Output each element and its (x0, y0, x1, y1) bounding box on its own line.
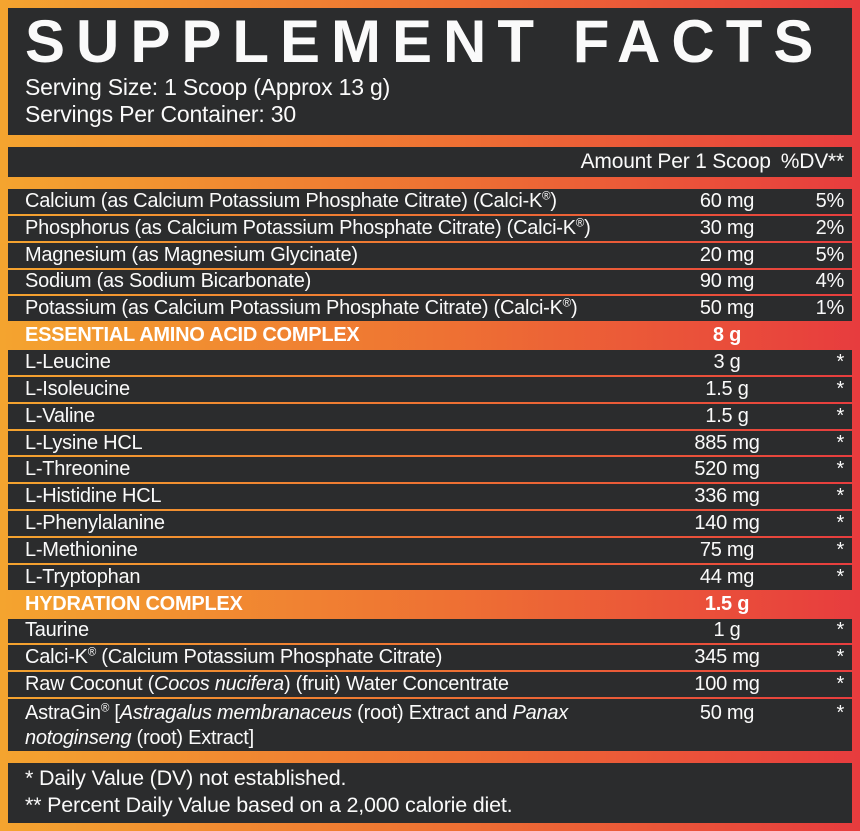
ingredient-dv: * (836, 619, 844, 642)
ingredient-dv: 4% (815, 270, 845, 293)
ingredient-dv: 5% (815, 243, 845, 266)
ingredient-name: L-Threonine (25, 458, 131, 481)
serving-size-text: Serving Size: 1 Scoop (Approx 13 g) (25, 74, 391, 100)
ingredient-amount: 75 mg (699, 538, 755, 561)
ingredient-row: Taurine 1 g * (8, 618, 852, 644)
ingredient-amount: 90 mg (699, 270, 755, 293)
ingredient-amount: 100 mg (694, 673, 760, 696)
ingredient-row: L-Valine 1.5 g * (8, 403, 852, 429)
ingredient-amount: 50 mg (699, 702, 755, 725)
ingredient-amount: 1.5 g (704, 592, 750, 615)
ingredient-row: Phosphorus (as Calcium Potassium Phospha… (8, 215, 852, 241)
servings-per-container-text: Servings Per Container: 30 (25, 101, 296, 127)
ingredient-amount: 44 mg (699, 565, 755, 588)
ingredient-name: L-Methionine (25, 538, 138, 561)
ingredient-name: Sodium (as Sodium Bicarbonate) (25, 270, 311, 293)
ingredient-amount: 520 mg (694, 458, 760, 481)
ingredient-row: L-Threonine 520 mg * (8, 457, 852, 483)
ingredient-row: Raw Coconut (Cocos nucifera) (fruit) Wat… (8, 672, 852, 698)
ingredient-dv: * (836, 646, 844, 669)
ingredient-name: L-Phenylalanine (25, 512, 165, 535)
ingredient-name: Calcium (as Calcium Potassium Phosphate … (25, 189, 557, 212)
ingredient-name: Raw Coconut (Cocos nucifera) (fruit) Wat… (25, 673, 509, 696)
ingredient-name: Phosphorus (as Calcium Potassium Phospha… (25, 216, 591, 239)
ingredient-dv: * (836, 377, 844, 400)
ingredient-amount: 336 mg (694, 485, 760, 508)
ingredient-name: L-Valine (25, 404, 95, 427)
dv-column-header: %DV** (780, 150, 844, 173)
ingredient-name: Magnesium (as Magnesium Glycinate) (25, 243, 358, 266)
ingredient-dv: 2% (815, 216, 845, 239)
ingredient-row: Magnesium (as Magnesium Glycinate) 20 mg 5… (8, 242, 852, 268)
ingredient-row: AstraGin® [Astragalus membranaceus (root… (8, 699, 852, 752)
ingredient-amount: 885 mg (694, 431, 760, 454)
ingredient-amount: 1 g (713, 619, 741, 642)
ingredient-name: Taurine (25, 619, 89, 642)
ingredient-dv: 5% (815, 189, 845, 212)
footnote-percent-dv: ** Percent Daily Value based on a 2,000 … (25, 793, 513, 817)
ingredient-dv: * (836, 512, 844, 535)
ingredient-row: Calcium (as Calcium Potassium Phosphate … (8, 189, 852, 214)
section-header-row: ESSENTIAL AMINO ACID COMPLEX 8 g (8, 323, 852, 348)
ingredient-row: L-Histidine HCL 336 mg * (8, 484, 852, 510)
ingredient-name: L-Tryptophan (25, 565, 141, 588)
ingredient-row: L-Phenylalanine 140 mg * (8, 511, 852, 536)
ingredient-row: Sodium (as Sodium Bicarbonate) 90 mg 4% (8, 269, 852, 295)
ingredient-row: L-Tryptophan 44 mg * (8, 564, 852, 590)
ingredient-name: AstraGin® [Astragalus membranaceus (root… (25, 701, 568, 750)
ingredient-dv: 1% (815, 297, 845, 320)
ingredients-table: Calcium (as Calcium Potassium Phosphate … (8, 189, 852, 752)
footnote-dv-not-established: * Daily Value (DV) not established. (25, 766, 347, 790)
ingredient-name: Potassium (as Calcium Potassium Phosphat… (25, 296, 578, 320)
section-header-row: HYDRATION COMPLEX 1.5 g (8, 592, 852, 617)
footnotes-block: * Daily Value (DV) not established. ** P… (8, 763, 852, 823)
ingredient-amount: 60 mg (699, 189, 755, 212)
ingredient-amount: 140 mg (694, 512, 760, 535)
ingredient-dv: * (836, 350, 844, 373)
ingredient-amount: 1.5 g (705, 377, 749, 400)
ingredient-name: L-Leucine (25, 350, 111, 373)
ingredient-amount: 1.5 g (705, 404, 749, 427)
ingredient-dv: * (836, 565, 844, 588)
ingredient-row: L-Lysine HCL 885 mg * (8, 430, 852, 456)
ingredient-row: L-Methionine 75 mg * (8, 537, 852, 563)
ingredient-amount: 50 mg (699, 297, 755, 320)
ingredient-row: L-Leucine 3 g * (8, 350, 852, 375)
amount-column-header: Amount Per 1 Scoop (580, 150, 771, 173)
ingredient-amount: 345 mg (694, 646, 760, 669)
ingredient-row: L-Isoleucine 1.5 g * (8, 376, 852, 402)
ingredient-name: L-Isoleucine (25, 377, 130, 400)
column-header-row: Amount Per 1 Scoop %DV** (8, 147, 852, 177)
ingredient-amount: 8 g (712, 324, 742, 347)
ingredient-amount: 30 mg (699, 216, 755, 239)
ingredient-name: Calci-K® (Calcium Potassium Phosphate Ci… (25, 645, 443, 669)
ingredient-dv: * (836, 538, 844, 561)
ingredient-dv: * (836, 673, 844, 696)
ingredient-name: L-Lysine HCL (25, 431, 143, 454)
ingredient-dv: * (836, 431, 844, 454)
ingredient-row: Potassium (as Calcium Potassium Phosphat… (8, 296, 852, 322)
ingredient-amount: 3 g (713, 350, 741, 373)
ingredient-dv: * (836, 485, 844, 508)
ingredient-dv: * (836, 458, 844, 481)
page-title: SUPPLEMENT FACTS (25, 8, 825, 75)
ingredient-row: Calci-K® (Calcium Potassium Phosphate Ci… (8, 645, 852, 671)
section-title: ESSENTIAL AMINO ACID COMPLEX (25, 324, 360, 347)
ingredient-amount: 20 mg (699, 243, 755, 266)
label-header: SUPPLEMENT FACTS Serving Size: 1 Scoop (… (8, 8, 852, 135)
ingredient-dv: * (836, 404, 844, 427)
ingredient-dv: * (836, 702, 844, 725)
section-title: HYDRATION COMPLEX (25, 592, 243, 615)
ingredient-name: L-Histidine HCL (25, 485, 162, 508)
